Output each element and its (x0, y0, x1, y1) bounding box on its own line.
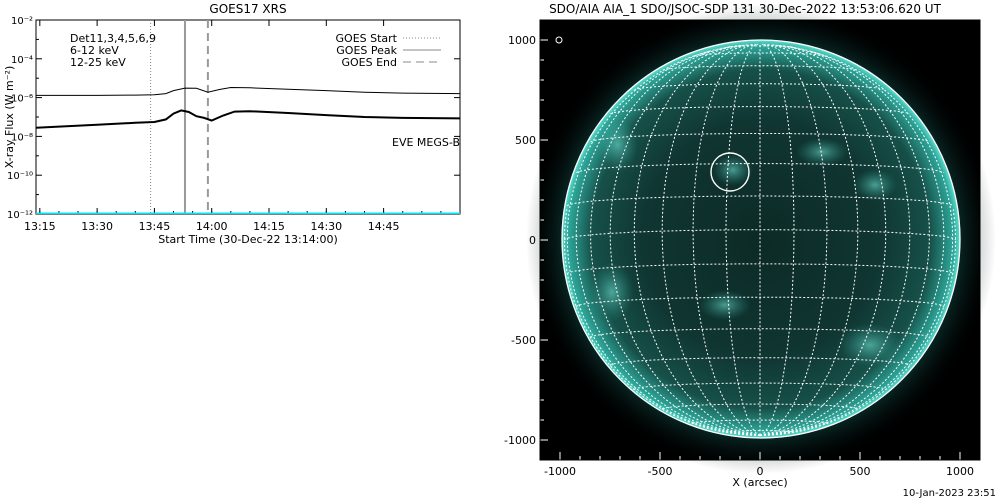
aia-y-tick-label: -1000 (504, 434, 536, 447)
goes-long-channel-line (36, 86, 460, 96)
goes-y-tick-label: 10⁻⁸ (11, 132, 33, 143)
goes-short-channel-line (36, 109, 460, 129)
channel-label-detectors: Det11,3,4,5,6,9 (70, 32, 156, 45)
goes-panel: GOES17 XRS 13:15 13:30 13:45 14:00 14:15 14:3… (3, 2, 461, 246)
aia-plot-frame (539, 19, 981, 461)
longitude-line (759, 44, 887, 436)
legend-entry-goes-start: GOES Start (336, 32, 398, 45)
goes-title: GOES17 XRS (209, 2, 286, 16)
aia-panel: SDO/AIA AIA_1 SDO/JSOC-SDP 131 30-Dec-20… (504, 2, 996, 489)
longitude-line (609, 44, 761, 436)
goes-x-axis-label: Start Time (30-Dec-22 13:14:00) (158, 233, 338, 246)
aia-x-tick-label: 0 (757, 465, 764, 478)
goes-x-tick-label: 14:30 (310, 220, 342, 233)
aia-x-tick-label: 1000 (946, 465, 974, 478)
longitude-line (759, 44, 911, 436)
channel-label-6-12kev: 6-12 keV (70, 44, 119, 57)
legend-entry-goes-end: GOES End (341, 56, 397, 69)
goes-x-tick-label: 14:45 (368, 220, 400, 233)
longitude-line (759, 209, 957, 436)
heliographic-grid (563, 43, 957, 436)
longitude-line (590, 44, 761, 436)
goes-series-group (36, 86, 460, 214)
flare-legend-icon (555, 36, 563, 44)
aia-x-tick-label: 500 (850, 465, 871, 478)
longitude-line (563, 209, 761, 436)
aia-y-tick-label: 0 (529, 234, 536, 247)
aia-y-tick-label: 1000 (508, 34, 536, 47)
active-regions (590, 117, 902, 367)
longitude-line (759, 43, 828, 436)
generation-timestamp: 10-Jan-2023 23:51 (903, 488, 996, 499)
longitude-line (759, 44, 930, 436)
latitude-line (566, 263, 954, 275)
goes-x-tick-label: 13:45 (139, 220, 171, 233)
goes-x-tick-label: 13:15 (24, 220, 56, 233)
longitude-line (566, 50, 761, 436)
longitude-line (759, 43, 795, 436)
latitude-line (693, 52, 827, 57)
aia-x-tick-label: -500 (648, 465, 673, 478)
goes-legend: GOES Start GOES Peak GOES End (336, 32, 441, 69)
goes-y-tick-label: 10⁻⁴ (11, 55, 33, 66)
longitude-line (725, 43, 761, 436)
active-region-ne (796, 138, 848, 166)
aia-y-tick-label: 500 (515, 134, 536, 147)
goes-x-tick-label: 14:00 (196, 220, 228, 233)
active-region-sw (590, 262, 634, 322)
goes-y-tick-label: 10⁻¹⁰ (7, 171, 33, 182)
goes-y-axis-label: X-ray Flux (W m⁻²) (3, 66, 16, 168)
latitude-line (634, 83, 886, 91)
longitude-line (759, 50, 954, 436)
latitude-line (610, 106, 910, 115)
active-region-nw (598, 117, 638, 173)
legend-entry-goes-peak: GOES Peak (336, 44, 397, 57)
goes-y-tick-label: 10⁻¹² (7, 210, 33, 221)
flare-location-marker (710, 152, 750, 192)
aia-axis-ticks: -1000 -500 0 500 1000 -1000 -500 0 500 1000 (504, 34, 974, 478)
longitude-line (575, 46, 761, 436)
goes-x-tick-label: 14:15 (253, 220, 285, 233)
goes-y-tick-label: 10⁻⁶ (11, 94, 33, 105)
aia-x-tick-label: -1000 (544, 465, 576, 478)
active-region-flare (713, 154, 753, 186)
channel-label-12-25kev: 12-25 keV (70, 56, 126, 69)
flare-legend-label: AIA flare location (566, 34, 660, 47)
latitude-line (590, 328, 930, 338)
latitude-line (609, 357, 911, 366)
active-region-center (699, 290, 751, 320)
active-region-se (838, 323, 902, 367)
latitude-line (566, 195, 954, 207)
goes-x-tick-label: 13:30 (81, 220, 113, 233)
longitude-line (759, 46, 945, 436)
aia-x-axis-label: X (arcsec) (732, 476, 787, 489)
longitude-line (692, 43, 761, 436)
goes-y-tick-label: 10⁻² (11, 16, 33, 27)
solar-limb (561, 39, 961, 439)
longitude-line (661, 44, 761, 436)
latitude-line (661, 403, 859, 410)
aia-y-tick-label: -500 (511, 334, 536, 347)
goes-axis-ticks: 13:15 13:30 13:45 14:00 14:15 14:30 14:45 10⁻¹²… (7, 16, 461, 233)
longitude-line (759, 44, 859, 436)
latitude-line (576, 163, 944, 174)
active-region-east (853, 169, 897, 201)
latitude-line (633, 382, 887, 390)
latitude-line (692, 419, 828, 424)
longitude-line (633, 44, 761, 436)
goes-event-lines (150, 20, 209, 214)
eve-megs-b-label: EVE MEGS-B (392, 136, 460, 149)
